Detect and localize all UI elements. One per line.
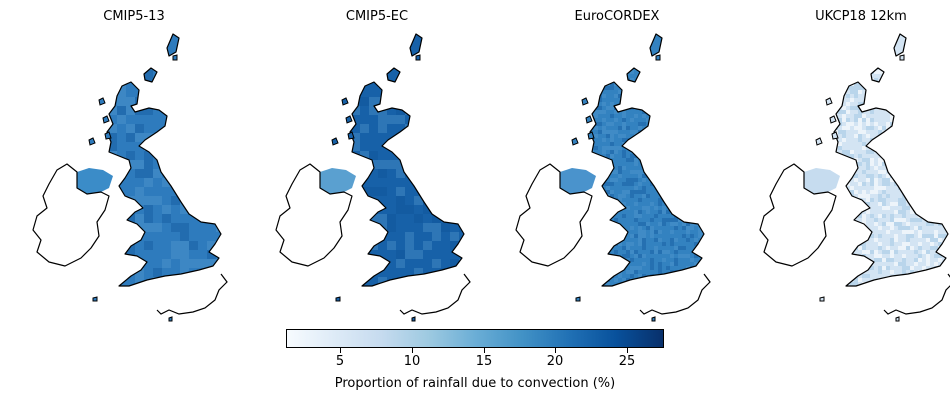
- colorbar-tick-label: 5: [335, 354, 345, 369]
- uk-map: [275, 33, 471, 322]
- island: [92, 296, 98, 302]
- island: [651, 316, 656, 322]
- colorbar-tick: [412, 348, 413, 353]
- panel-title: UKCP18 12km: [815, 9, 907, 24]
- island: [347, 131, 355, 140]
- britain-coastline: [589, 33, 705, 287]
- panel-title: CMIP5-13: [103, 9, 165, 24]
- colorbar-tick: [340, 348, 341, 353]
- island: [341, 97, 349, 106]
- map-panel-1: CMIP5-13: [19, 0, 249, 325]
- island: [168, 316, 173, 322]
- island: [815, 137, 823, 146]
- britain-coastline: [833, 33, 949, 287]
- ireland-coastline: [32, 163, 110, 267]
- island: [331, 137, 339, 146]
- island: [831, 131, 839, 140]
- britain-coastline: [106, 33, 222, 287]
- island: [102, 115, 110, 124]
- map-panel-3: EuroCORDEX: [502, 0, 732, 325]
- island: [172, 54, 178, 61]
- colorbar-tick: [627, 348, 628, 353]
- uk-map: [515, 33, 711, 322]
- island: [415, 54, 421, 61]
- colorbar: [286, 329, 664, 348]
- island: [104, 131, 112, 140]
- northern-ireland-field: [560, 168, 596, 194]
- france-coastline: [399, 273, 471, 315]
- island: [571, 137, 579, 146]
- island: [345, 115, 353, 124]
- great-britain-field: [107, 34, 221, 286]
- ireland-coastline: [759, 163, 837, 267]
- island: [575, 296, 581, 302]
- island: [819, 296, 825, 302]
- panel-title: EuroCORDEX: [574, 9, 660, 24]
- uk-map: [759, 33, 950, 322]
- ireland-coastline: [515, 163, 593, 267]
- france-coastline: [883, 273, 950, 315]
- ireland-coastline: [275, 163, 353, 267]
- map-panel-4: UKCP18 12km: [746, 0, 950, 325]
- colorbar-tick-label: 15: [475, 354, 493, 369]
- island: [899, 54, 905, 61]
- colorbar-tick-label: 20: [546, 354, 564, 369]
- island: [581, 97, 589, 106]
- island: [587, 131, 595, 140]
- island: [585, 115, 593, 124]
- colorbar-label: Proportion of rainfall due to convection…: [334, 376, 616, 391]
- britain-coastline: [349, 33, 465, 287]
- island: [411, 316, 416, 322]
- island: [895, 316, 900, 322]
- france-coastline: [639, 273, 711, 315]
- island: [335, 296, 341, 302]
- map-panel-2: CMIP5-EC: [262, 0, 492, 325]
- grid-cells: [107, 70, 221, 286]
- northern-ireland-field: [320, 168, 356, 194]
- great-britain-field: [590, 34, 704, 286]
- northern-ireland-field: [77, 168, 113, 194]
- uk-map: [32, 33, 228, 322]
- panel-title: CMIP5-EC: [345, 9, 409, 24]
- colorbar-tick: [484, 348, 485, 353]
- colorbar-tick-label: 10: [403, 354, 421, 369]
- colorbar-tick: [555, 348, 556, 353]
- northern-ireland-field: [804, 168, 840, 194]
- island: [655, 54, 661, 61]
- france-coastline: [156, 273, 228, 315]
- island: [98, 97, 106, 106]
- island: [825, 97, 833, 106]
- island: [88, 137, 96, 146]
- island: [829, 115, 837, 124]
- colorbar-tick-label: 25: [618, 354, 636, 369]
